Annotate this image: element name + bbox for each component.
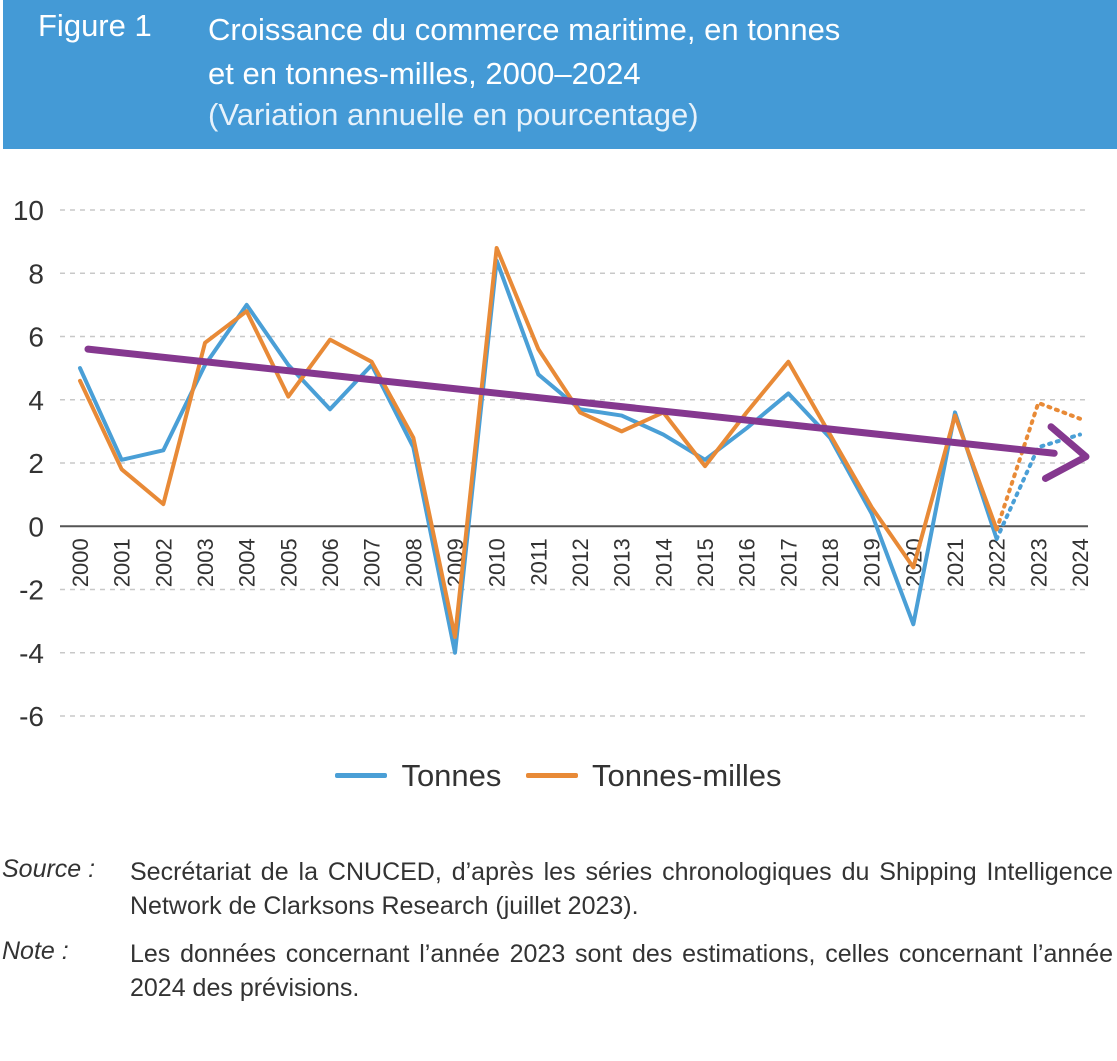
x-tick-label: 2004 [235,538,260,587]
x-tick-label: 2023 [1026,538,1051,587]
legend-swatch-tonnes [335,773,388,778]
y-tick-label: -4 [19,638,44,669]
x-tick-label: 2002 [151,538,176,587]
note-label: Note : [2,937,69,965]
figure-label: Figure 1 [38,8,152,43]
y-tick-label: 10 [13,195,44,226]
footnotes: Source : Secrétariat de la CNUCED, d’apr… [0,855,1117,1019]
y-tick-label: 6 [28,322,44,353]
x-tick-label: 2003 [193,538,218,587]
legend-label-tonnes: Tonnes [401,757,502,793]
trend-arrow-head [1041,423,1090,482]
x-tick-label: 2013 [610,538,635,587]
x-tick-label: 2008 [401,538,426,587]
chart-legend: Tonnes Tonnes-milles [0,750,1117,794]
x-tick-label: 2001 [110,538,135,587]
series-projection-tonnes-milles [994,400,1082,532]
figure-title: Croissance du commerce maritime, en tonn… [208,8,840,96]
y-tick-label: 2 [28,448,44,479]
figure-title-line2: et en tonnes-milles, 2000–2024 [208,56,641,91]
source-note: Source : Secrétariat de la CNUCED, d’apr… [0,855,1117,923]
y-tick-label: -6 [19,701,44,732]
x-tick-label: 2015 [693,538,718,587]
x-tick-label: 2011 [526,538,551,585]
x-tick-label: 2006 [318,538,343,587]
x-tick-label: 2014 [651,538,676,587]
x-tick-label: 2021 [943,538,968,587]
legend-label-tonnes-milles: Tonnes-milles [592,757,782,793]
line-chart: 10 8 6 4 2 0 -2 -4 -6 2000 2001 2002 2003 2004 2005 200… [0,160,1117,810]
trend-arrow-line [84,345,1058,457]
y-tick-label: 8 [28,258,44,289]
source-label: Source : [2,855,96,883]
x-tick-label: 2024 [1068,538,1093,587]
legend-item-tonnes-milles: Tonnes-milles [526,758,782,794]
note-text: Les données concernant l’année 2023 sont… [130,940,1113,1002]
series-line-tonnes-milles [78,245,999,639]
legend-swatch-tonnes-milles [526,773,579,778]
x-tick-label: 2007 [360,538,385,587]
y-tick-label: -2 [19,575,44,606]
y-tick-label: 0 [28,511,44,542]
series-line-tonnes [78,258,999,655]
figure-header: Figure 1 Croissance du commerce maritime… [3,0,1117,149]
x-tick-label: 2005 [276,538,301,587]
x-tick-label: 2019 [860,538,885,587]
x-tick-label: 2022 [985,538,1010,587]
x-tick-label: 2017 [776,538,801,587]
figure-subtitle: (Variation annuelle en pourcentage) [208,97,699,132]
y-tick-label: 4 [28,385,44,416]
x-tick-label: 2000 [68,538,93,587]
legend-item-tonnes: Tonnes [335,758,501,794]
x-tick-label: 2016 [735,538,760,587]
chart-svg: 10 8 6 4 2 0 -2 -4 -6 2000 2001 2002 2003 2004 2005 200… [13,195,1093,732]
x-tick-label: 2018 [818,538,843,587]
data-note: Note : Les données concernant l’année 20… [0,937,1117,1005]
figure-title-line1: Croissance du commerce maritime, en tonn… [208,12,841,47]
source-text: Secrétariat de la CNUCED, d’après les sé… [130,858,1113,920]
x-tick-label: 2012 [568,538,593,587]
x-tick-label: 2010 [485,538,510,587]
